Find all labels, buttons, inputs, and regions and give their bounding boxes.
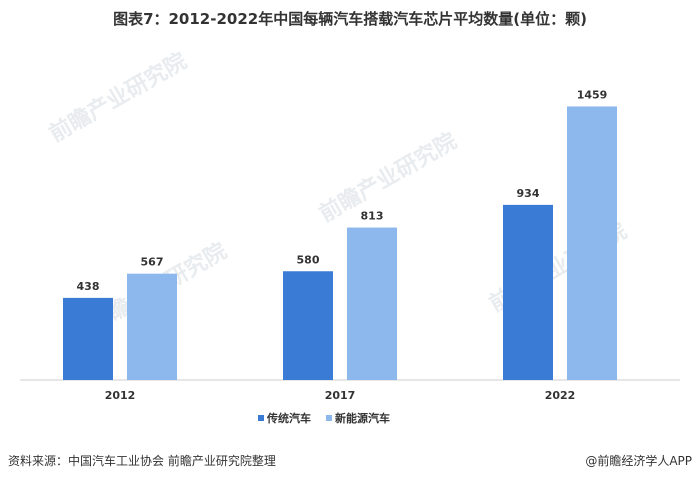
bar-2012-traditional (63, 297, 113, 380)
bar-2022-traditional (503, 204, 553, 380)
legend-label: 传统汽车 (266, 411, 311, 425)
bar-2017-traditional (283, 271, 333, 380)
brand-label: @前瞻经济学人APP (585, 454, 692, 468)
chart-title: 图表7：2012-2022年中国每辆汽车搭载汽车芯片平均数量(单位：颗) (113, 10, 587, 28)
legend-swatch (258, 415, 264, 421)
bar-chart: 438 567 2012 580 813 2017 934 1459 2022 传统汽车 新能源汽… (20, 88, 680, 425)
bar-2012-nev (127, 273, 177, 380)
x-tick-label: 2017 (325, 389, 356, 402)
bar-2017-nev (347, 227, 397, 380)
data-label: 580 (297, 253, 320, 266)
x-tick-label: 2012 (105, 389, 136, 402)
x-tick-label: 2022 (545, 389, 576, 402)
source-note: 资料来源：中国汽车工业协会 前瞻产业研究院整理 (8, 454, 276, 468)
data-label: 438 (77, 280, 100, 293)
data-label: 934 (517, 187, 540, 200)
data-label: 813 (361, 210, 384, 223)
legend-swatch (326, 415, 332, 421)
legend-label: 新能源汽车 (335, 411, 390, 425)
bar-2022-nev (567, 106, 617, 380)
data-label: 567 (141, 256, 164, 269)
data-label: 1459 (577, 88, 608, 101)
